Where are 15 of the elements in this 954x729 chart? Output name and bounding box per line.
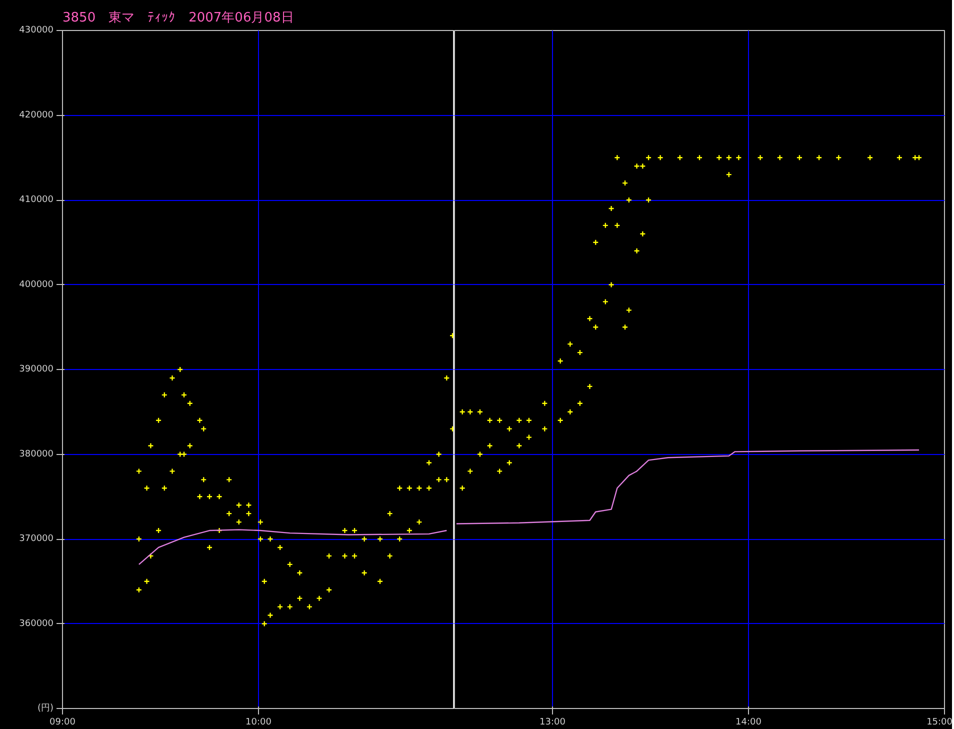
- x-tick-label: 14:00: [736, 718, 762, 728]
- x-tick-label: 13:00: [540, 718, 566, 728]
- x-tick-label: 09:00: [50, 718, 76, 728]
- y-tick-label: 380000: [19, 449, 54, 460]
- x-tick-label: 10:00: [246, 718, 272, 728]
- y-tick-label: (円): [37, 704, 54, 714]
- y-tick-label: 410000: [19, 195, 54, 205]
- y-tick-label: 360000: [19, 618, 54, 629]
- y-tick-label: 430000: [19, 26, 54, 36]
- y-tick-label: 420000: [19, 110, 54, 120]
- y-tick-label: 400000: [19, 280, 54, 290]
- y-tick-label: 370000: [19, 534, 54, 544]
- x-tick-label: 15:00: [926, 718, 953, 728]
- y-tick-label: 390000: [19, 364, 54, 374]
- chart-title: 3850 東マ ﾃｨｯｸ 2007年06月08日: [62, 10, 294, 26]
